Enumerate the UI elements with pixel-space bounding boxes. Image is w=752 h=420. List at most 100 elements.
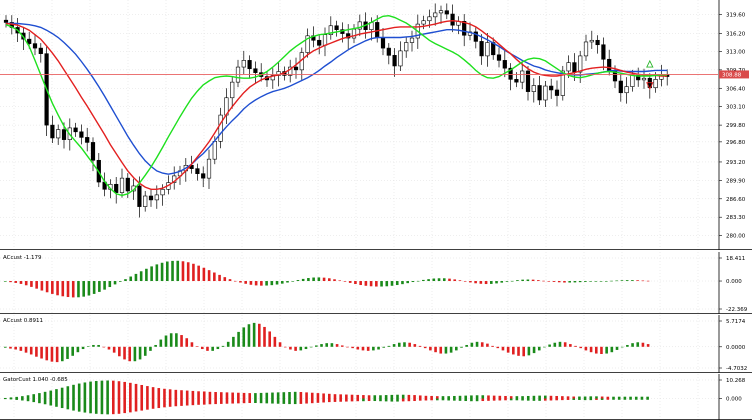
gator-upper-bar [38,393,41,399]
histogram-bar [422,279,425,282]
gator-lower-bar [316,398,320,403]
candle-body [520,70,525,83]
gator-lower-bar [589,398,593,401]
gator-lower-bar [32,398,36,403]
histogram-bar [501,346,505,351]
candle-body [485,42,490,57]
gator-lower-bar [447,398,450,401]
histogram-bar [76,346,80,353]
histogram-bar [458,280,462,282]
gator-lower-bar [356,398,360,402]
histogram-bar [312,277,315,282]
gator-lower-bar [475,398,479,402]
ac-pane-2[interactable]: 5.7174 0.0000 -4.7032 ACcust 0.8911 [0,315,752,373]
gator-upper-bar [310,392,314,399]
candle-body [305,35,310,53]
histogram-bar [175,333,178,347]
histogram-bar [537,280,540,282]
histogram-bar [448,278,451,282]
ac-pane-1-svg[interactable]: 18.411 0.000 -22.369 [0,252,752,314]
gator-upper-bar [498,395,502,399]
histogram-bar [427,279,430,282]
candle-body [578,55,583,73]
histogram-bar [180,335,183,347]
ac-pane-2-svg[interactable]: 5.7174 0.0000 -4.7032 [0,315,752,373]
gator-upper-bar [532,395,536,399]
price-pane[interactable]: 319.60316.20313.00309.70306.40303.10299.… [0,0,752,250]
histogram-bar [543,346,546,348]
candle-body [247,60,252,70]
gator-upper-bar [453,395,456,399]
histogram-bar [573,281,577,283]
histogram-bar [247,324,251,347]
gator-upper-bar [362,395,365,399]
gator-pane[interactable]: 10.268 0.000 GatorCust 1.040 -0.685 [0,374,752,420]
histogram-bar [359,281,362,286]
histogram-bar [646,344,650,347]
ma-mid-line [5,19,668,191]
gator-lower-bar [106,398,109,415]
histogram-bar [416,280,420,282]
gator-lower-bar [629,398,632,400]
histogram-bar [283,346,287,348]
candle-body [462,21,467,36]
histogram-bar [558,341,562,347]
gator-upper-bar [447,396,450,399]
gator-upper-bar [163,388,166,399]
gator-lower-bar [509,398,513,401]
gator-lower-bar [197,398,200,405]
histogram-bar [557,281,561,283]
histogram-bar [636,280,639,282]
y-tick-label: 299.80 [726,123,746,129]
histogram-bar [207,270,211,282]
histogram-bar [563,342,567,347]
candle-body [317,39,322,46]
gator-pane-svg[interactable]: 10.268 0.000 [0,374,752,420]
histogram-bar [61,346,64,362]
histogram-bar [197,265,200,282]
gator-upper-bar [180,390,183,399]
histogram-bar [335,344,339,347]
histogram-bar [128,346,132,362]
histogram-bar [145,268,148,282]
gator-upper-bar [509,396,513,399]
price-chart-svg[interactable]: 319.60316.20313.00309.70306.40303.10299.… [0,0,752,250]
gator-upper-bar [276,392,280,399]
gator-lower-bar [538,398,541,401]
candle-body [630,74,635,87]
ma-fast-line [5,14,668,197]
histogram-bar [45,346,49,361]
gator-lower-bar [526,398,530,401]
histogram-bar [260,281,263,286]
gator-upper-bar [430,395,433,399]
gator-lower-bar [146,398,149,410]
histogram-bar [263,326,266,347]
gator-lower-bar [407,398,411,402]
y-tick-label: 306.40 [726,86,746,92]
candle-body [293,66,299,71]
gator-upper-bar [15,396,18,399]
gator-upper-bar [390,394,394,399]
candle-body [322,34,328,46]
histogram-bar [181,261,185,282]
histogram-bar [19,346,23,351]
gator-upper-bar [646,396,649,399]
gator-lower-bar [487,398,490,401]
y-tick-label: -4.7032 [726,366,747,372]
gator-lower-bar [640,398,644,400]
gator-upper-bar [356,394,360,399]
histogram-bar [24,281,28,286]
ac-pane-1[interactable]: 18.411 0.000 -22.369 ACcust -1.179 [0,252,752,314]
histogram-bar [280,281,284,284]
sell-arrow-icon [646,82,654,90]
candle-body [537,85,542,101]
histogram-bar [578,281,582,283]
candle-body [154,194,159,201]
candle-body [119,177,125,193]
histogram-bar [392,344,396,347]
gator-lower-bar [259,398,263,404]
histogram-bar [192,263,195,282]
histogram-bar [216,346,220,350]
histogram-bar [605,346,608,354]
histogram-bar [239,281,242,283]
